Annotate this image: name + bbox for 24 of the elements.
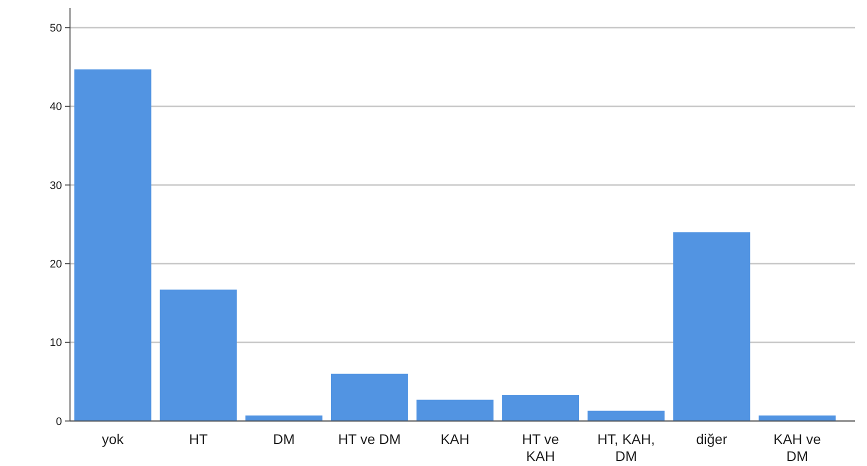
y-tick-label: 10 [50, 337, 62, 350]
y-tick-label: 20 [50, 258, 62, 271]
x-tick-label: HT ve KAH [522, 431, 560, 464]
x-tick-label: yok [102, 431, 125, 447]
x-tick-label: HT [188, 431, 208, 447]
x-tick-label: KAH ve DM [773, 431, 822, 464]
x-tick-label: KAH [440, 431, 470, 447]
x-tick-label: HT, KAH, DM [597, 431, 655, 464]
x-tick-label: HT ve DM [338, 431, 401, 447]
bar [160, 290, 237, 421]
bar [330, 374, 408, 421]
bar [758, 415, 836, 421]
x-tick-label: diğer [696, 431, 728, 447]
bar [245, 415, 322, 421]
bar [588, 410, 665, 421]
y-tick-label: 40 [50, 101, 62, 114]
bar [74, 69, 152, 421]
y-tick-label: 30 [50, 180, 62, 192]
y-tick-label: 50 [50, 22, 62, 35]
bar [502, 395, 580, 421]
bar [673, 232, 750, 421]
bar [416, 400, 494, 421]
y-tick-label: 0 [56, 416, 62, 428]
x-tick-label: DM [273, 431, 295, 447]
